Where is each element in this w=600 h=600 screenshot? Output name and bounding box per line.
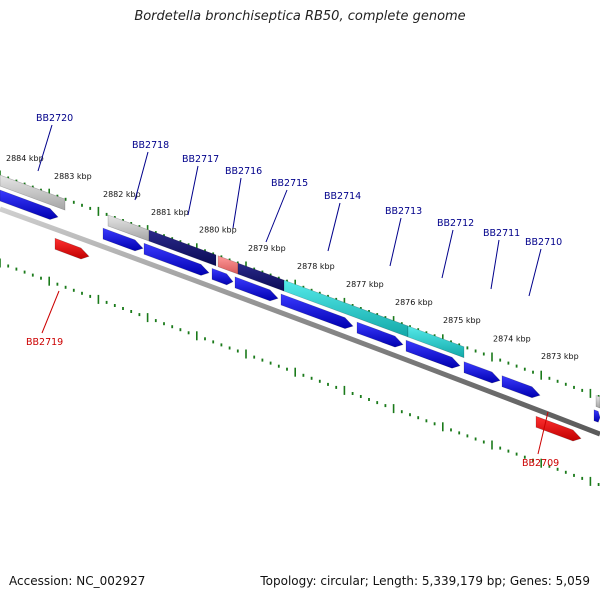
gene-label: BB2710: [525, 237, 562, 248]
gene-label: BB2714: [324, 191, 361, 202]
gene-leader-line: [528, 248, 542, 297]
kbp-label: 2874 kbp: [493, 334, 531, 343]
gene-label: BB2709: [522, 458, 559, 469]
gene-arrow-forward: [501, 375, 541, 399]
topology-label: Topology: circular; Length: 5,339,179 bp…: [260, 574, 590, 588]
kbp-label: 2884 kbp: [6, 154, 44, 163]
cog-segment: [0, 174, 66, 211]
cog-segment: [407, 325, 465, 359]
gene-arrow-forward: [356, 321, 404, 348]
kbp-label: 2878 kbp: [297, 262, 335, 271]
gene-arrow-forward: [405, 339, 461, 369]
kbp-label: 2881 kbp: [151, 208, 189, 217]
gene-label: BB2712: [437, 218, 474, 229]
gene-leader-line: [41, 290, 60, 334]
gene-leader-line: [232, 177, 242, 229]
gene-leader-line: [37, 124, 53, 172]
gene-leader-line: [537, 411, 549, 455]
gene-arrow-forward: [234, 276, 279, 302]
gene-leader-line: [389, 217, 402, 267]
gene-arrow-forward: [102, 227, 144, 252]
kbp-label: 2880 kbp: [199, 226, 237, 235]
genome-backbone: [0, 206, 600, 437]
gene-label: BB2711: [483, 228, 520, 239]
kbp-label: 2879 kbp: [248, 244, 286, 253]
gene-label: BB2719: [26, 337, 63, 348]
gene-label: BB2718: [132, 140, 169, 151]
gene-label: BB2715: [271, 178, 308, 189]
cog-segment: [148, 229, 217, 267]
kbp-label: 2883 kbp: [54, 172, 92, 181]
cog-segment: [217, 255, 239, 275]
gene-label: BB2720: [36, 113, 73, 124]
kbp-label: 2877 kbp: [346, 280, 384, 289]
gene-arrow-forward: [0, 189, 59, 220]
gene-arrow-forward: [463, 361, 501, 384]
kbp-label: 2875 kbp: [443, 316, 481, 325]
gene-arrow-forward: [143, 242, 210, 276]
map-title: Bordetella bronchiseptica RB50, complete…: [134, 9, 466, 24]
gene-label: BB2713: [385, 206, 422, 217]
gene-leader-line: [134, 151, 149, 201]
kbp-label: 2873 kbp: [541, 352, 579, 361]
gene-arrow-forward: [593, 409, 600, 423]
gene-arrow-reverse: [535, 415, 582, 442]
gene-leader-line: [490, 239, 500, 290]
accession-label: Accession: NC_002927: [9, 574, 146, 588]
kbp-label: 2882 kbp: [103, 190, 141, 199]
gene-arrow-reverse: [54, 237, 90, 260]
gene-leader-line: [327, 202, 341, 252]
gene-leader-line: [441, 229, 454, 279]
gene-arrow-forward: [280, 293, 354, 329]
gene-label: BB2717: [182, 154, 219, 165]
kbp-label: 2876 kbp: [395, 298, 433, 307]
gene-arrow-forward: [211, 267, 234, 286]
gene-label: BB2716: [225, 166, 262, 177]
cog-segment: [595, 395, 600, 409]
gene-leader-line: [187, 165, 199, 216]
gene-leader-line: [265, 189, 288, 243]
